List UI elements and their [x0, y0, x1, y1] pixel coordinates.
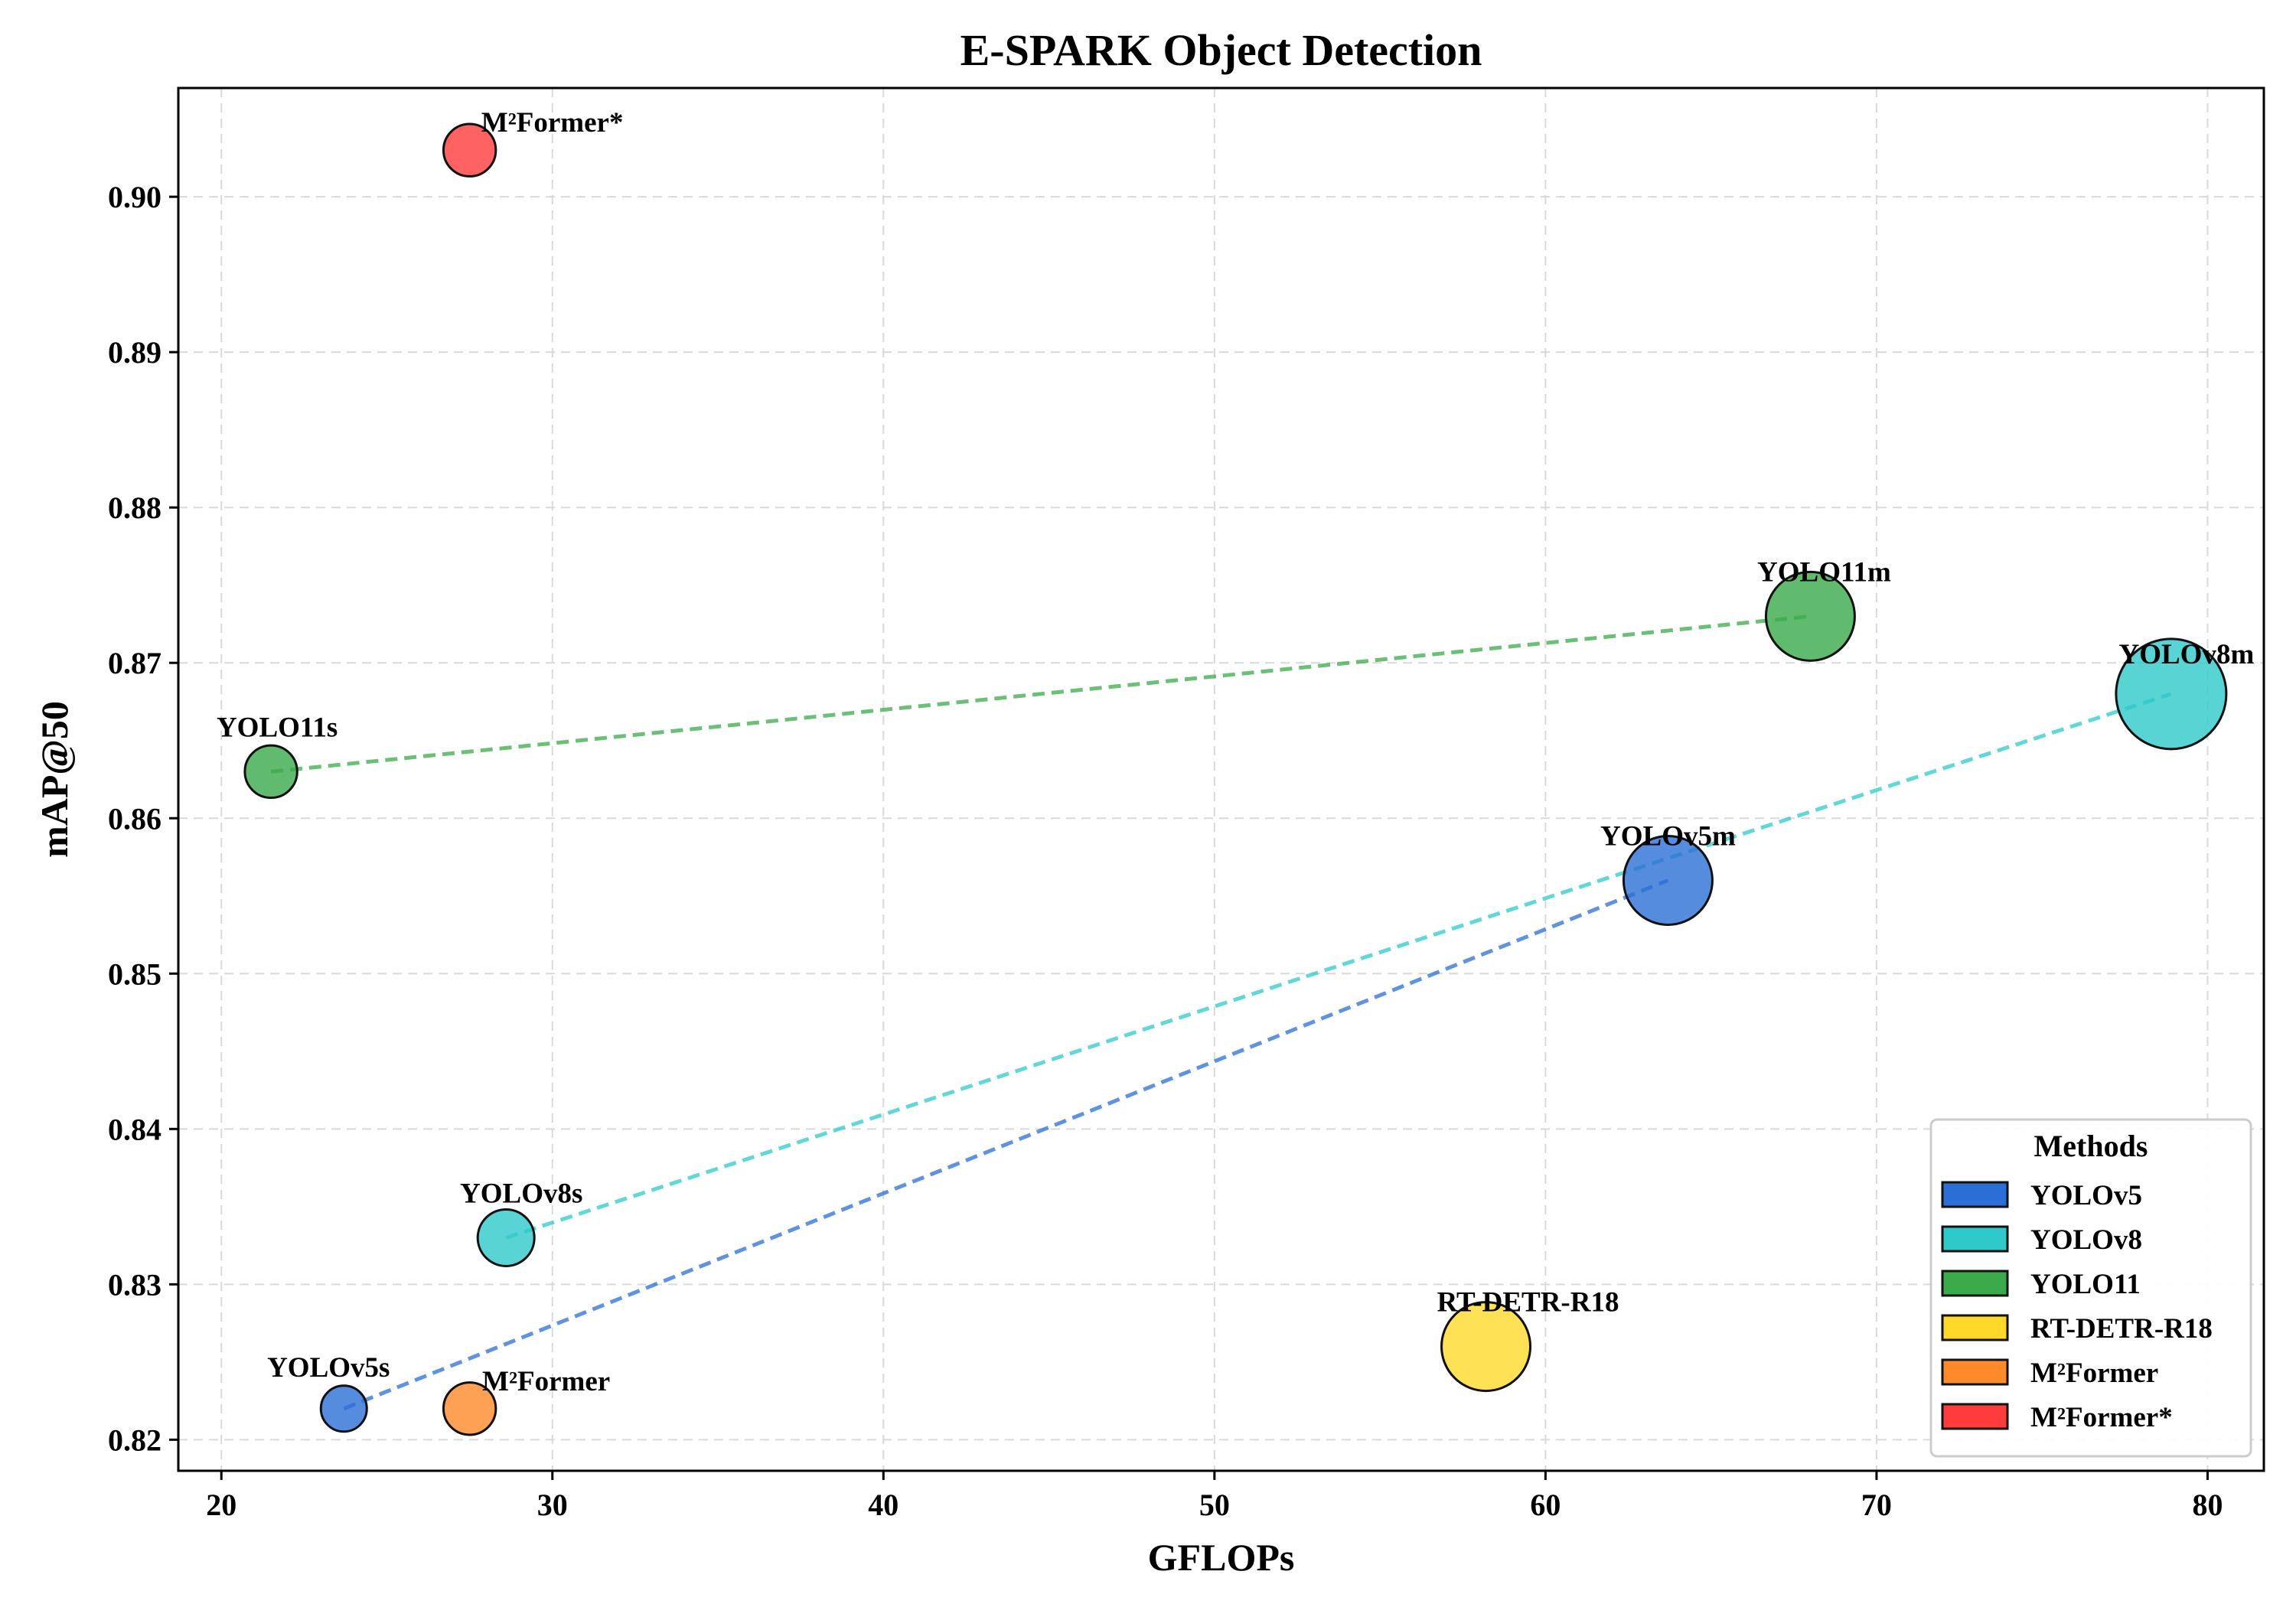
legend-swatch [1941, 1403, 2009, 1430]
legend-label: YOLOv5 [2030, 1180, 2142, 1211]
x-tick-label: 60 [1530, 1488, 1561, 1522]
data-point-label: YOLOv8s [460, 1178, 582, 1209]
series-line [505, 692, 2172, 1240]
data-points [243, 122, 2228, 1436]
data-point [1440, 1301, 1532, 1393]
series-line [270, 614, 1811, 774]
legend: Methods YOLOv5 YOLOv8 YOLO11 RT-DETR-R18 M²F… [1929, 1118, 2252, 1458]
x-tick-label: 30 [537, 1488, 568, 1522]
legend-label: M²Former* [2030, 1402, 2173, 1433]
x-tick-label: 80 [2192, 1488, 2223, 1522]
data-point-label: YOLO11m [1757, 556, 1891, 588]
grid-layer [178, 88, 2264, 1471]
legend-swatch [1941, 1181, 2009, 1208]
y-tick-label: 0.82 [108, 1423, 161, 1457]
data-point-label: YOLOv5m [1600, 820, 1736, 852]
legend-swatch [1941, 1314, 2009, 1341]
legend-label: RT-DETR-R18 [2030, 1313, 2213, 1345]
data-point [1764, 570, 1856, 662]
data-point-label: M²Former [482, 1366, 610, 1397]
legend-label: YOLOv8 [2030, 1224, 2142, 1256]
x-axis-label: GFLOPs [1148, 1536, 1295, 1579]
data-point-label: YOLO11s [217, 712, 338, 743]
data-point [243, 744, 298, 800]
data-point [442, 122, 497, 178]
x-tick-label: 20 [206, 1488, 236, 1522]
data-point [476, 1208, 536, 1267]
x-tick-label: 40 [868, 1488, 899, 1522]
data-point-label: RT-DETR-R18 [1437, 1287, 1619, 1319]
y-tick-label: 0.83 [108, 1267, 161, 1302]
data-point [2115, 637, 2228, 751]
point-labels: YOLOv5s YOLOv5m YOLOv8s YOLOv8m YOLO11s YOLO1… [217, 107, 2255, 1397]
y-axis-label: mAP@50 [33, 701, 76, 858]
y-tick-label: 0.90 [108, 180, 161, 214]
data-point [1622, 834, 1714, 926]
y-tick-label: 0.89 [108, 335, 161, 370]
x-tick-label: 50 [1199, 1488, 1230, 1522]
data-point-label: YOLOv5s [267, 1352, 390, 1384]
legend-swatch [1941, 1358, 2009, 1386]
legend-box [1929, 1118, 2252, 1458]
data-point-label: YOLOv8m [2118, 639, 2254, 670]
series-lines [270, 614, 2172, 1411]
legend-label: M²Former [2030, 1358, 2158, 1389]
legend-swatch [1941, 1225, 2009, 1253]
plot-frame [177, 86, 2265, 1472]
y-tick-label: 0.85 [108, 957, 161, 991]
legend-items: YOLOv5 YOLOv8 YOLO11 RT-DETR-R18 M²Former M²F… [1941, 1180, 2213, 1433]
chart-title: E-SPARK Object Detection [960, 25, 1482, 75]
y-tick-label: 0.84 [108, 1112, 161, 1146]
series-line [343, 878, 1669, 1411]
y-tick-label: 0.88 [108, 491, 161, 525]
y-tick-label: 0.87 [108, 646, 161, 680]
legend-title: Methods [2034, 1129, 2148, 1163]
y-tick-label: 0.86 [108, 801, 161, 836]
legend-label: YOLO11 [2030, 1269, 2141, 1300]
data-point [319, 1384, 368, 1433]
x-tick-label: 70 [1861, 1488, 1892, 1522]
data-point [442, 1381, 497, 1436]
legend-swatch [1941, 1270, 2009, 1297]
data-point-label: M²Former* [481, 107, 624, 139]
axis-ticks: 20 30 40 50 60 70 80 0.82 0.83 0.84 0.85 0.86 0.87 0.… [108, 180, 2223, 1522]
